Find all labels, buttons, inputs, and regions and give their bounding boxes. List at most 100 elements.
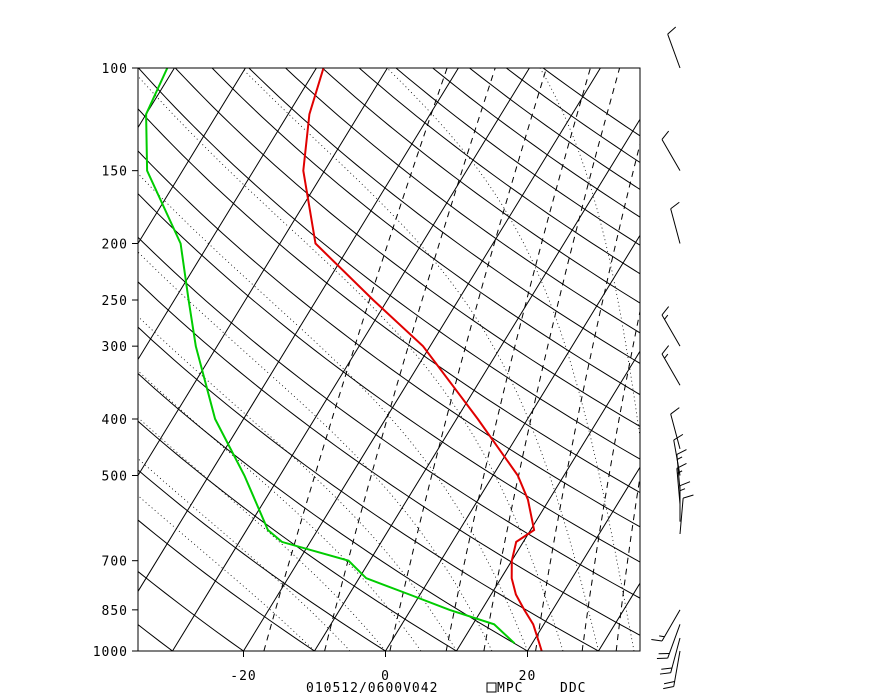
dry-adiabat-line [138, 519, 315, 651]
wind-barb-flag [682, 494, 694, 499]
pressure-tick-label: 850 [102, 604, 128, 619]
wind-barb-staff [667, 34, 681, 69]
dry-adiabat-line [138, 420, 457, 651]
moist-adiabat-line [138, 370, 422, 651]
wind-barb-flag [661, 345, 670, 355]
diagram-grid [0, 68, 896, 651]
wind-barb-flag [661, 667, 673, 670]
mixing-ratio-line [389, 68, 547, 651]
wind-barb [656, 624, 681, 659]
mixing-ratio-line [483, 68, 621, 651]
isotherm-line [138, 68, 317, 361]
wind-barb-half-flag [659, 635, 665, 638]
moist-adiabat-line [138, 316, 457, 651]
wind-barb [679, 481, 691, 522]
wind-barb-flag [651, 638, 663, 642]
wind-barb [651, 609, 681, 642]
moist-adiabat-line [386, 68, 635, 651]
mixing-ratio-line [615, 473, 640, 651]
isotherm-line [138, 68, 388, 477]
mixing-ratio-line [263, 68, 448, 651]
dry-adiabat-line [211, 68, 640, 396]
isotherm-line [138, 68, 246, 245]
wind-barb-half-flag [677, 456, 683, 460]
wind-barb [661, 345, 681, 386]
plot-frame [137, 67, 641, 652]
moist-adiabat-line [138, 251, 493, 651]
mixing-ratio-line [581, 308, 640, 651]
isotherm-line [385, 234, 640, 651]
pressure-tick-label: 1000 [93, 645, 128, 660]
wind-barb-flag [667, 26, 677, 35]
dry-adiabat-line [248, 68, 640, 364]
dry-adiabat-line [138, 150, 640, 528]
moist-adiabat-line [138, 416, 386, 651]
isotherm-line [0, 68, 32, 651]
temperature-profile-line [302, 68, 543, 651]
wind-barb [676, 463, 687, 505]
wind-barb [659, 637, 681, 675]
wind-barb [670, 201, 681, 244]
wind-barb [670, 407, 681, 449]
wind-barb-half-flag [664, 314, 669, 320]
wind-barb-flag [673, 433, 684, 441]
moist-adiabat-line [138, 495, 315, 651]
dry-adiabat-line [138, 372, 528, 651]
isotherm-line [812, 68, 896, 651]
dewpoint-profile-line [145, 68, 516, 645]
wind-barb-staff [670, 413, 681, 449]
dry-adiabat-line [322, 68, 640, 304]
pressure-tick-label: 400 [102, 413, 128, 428]
wind-barb-staff [661, 609, 681, 642]
isotherm-line [670, 68, 896, 651]
footer-station: DDC [560, 681, 586, 696]
wind-barb-flag [670, 201, 680, 210]
dry-adiabat-line [138, 108, 640, 494]
mixing-ratio-line [643, 68, 741, 651]
isotherm-line [314, 118, 640, 651]
footer-date-model: 010512/0600V042 [306, 681, 438, 696]
mixing-ratio-line [324, 68, 496, 651]
isotherm-line [138, 68, 459, 593]
dry-adiabat-line [138, 469, 386, 651]
wind-barb-staff [670, 208, 681, 244]
temperature-tick-label: 20 [519, 669, 537, 684]
mixing-ratio-line [535, 141, 640, 651]
dry-adiabat-line [174, 68, 640, 428]
footer-source: MPC [497, 681, 523, 696]
temperature-axis: -20 0 20 [230, 651, 537, 684]
wind-barb [661, 306, 681, 347]
wind-barb-flag [670, 407, 680, 415]
profile-lines [145, 68, 543, 651]
wind-barb-flag [679, 481, 691, 487]
wind-barb-staff [670, 637, 681, 673]
dry-adiabat-line [358, 68, 640, 275]
dry-adiabat-line [432, 68, 640, 218]
wind-barb [661, 130, 681, 171]
wind-barb-staff [661, 314, 681, 347]
pressure-tick-label: 300 [102, 340, 128, 355]
dry-adiabat-line [0, 68, 102, 651]
wind-barb [667, 26, 681, 69]
wind-barb-flag [663, 681, 675, 685]
isotherm-line [138, 68, 175, 129]
dry-adiabat-line [469, 68, 640, 191]
dry-adiabat-line [138, 281, 640, 636]
wind-barb-flag [676, 463, 687, 469]
moist-adiabat-line [241, 68, 599, 651]
wind-barb-staff [661, 139, 681, 171]
isotherm-line [741, 68, 896, 651]
isotherm-line [243, 68, 601, 651]
wind-barb-staff [679, 498, 684, 535]
wind-barb-flag [676, 449, 687, 455]
wind-barb [663, 650, 681, 690]
wind-barb-staff [673, 650, 681, 687]
wind-barb-half-flag [677, 470, 683, 474]
isotherm-line [598, 582, 640, 651]
moist-adiabat-line [539, 68, 640, 441]
dry-adiabat-line [138, 192, 640, 563]
dry-adiabat-line [138, 236, 640, 599]
wind-barb-flag [661, 130, 670, 140]
isotherm-line [456, 350, 640, 651]
